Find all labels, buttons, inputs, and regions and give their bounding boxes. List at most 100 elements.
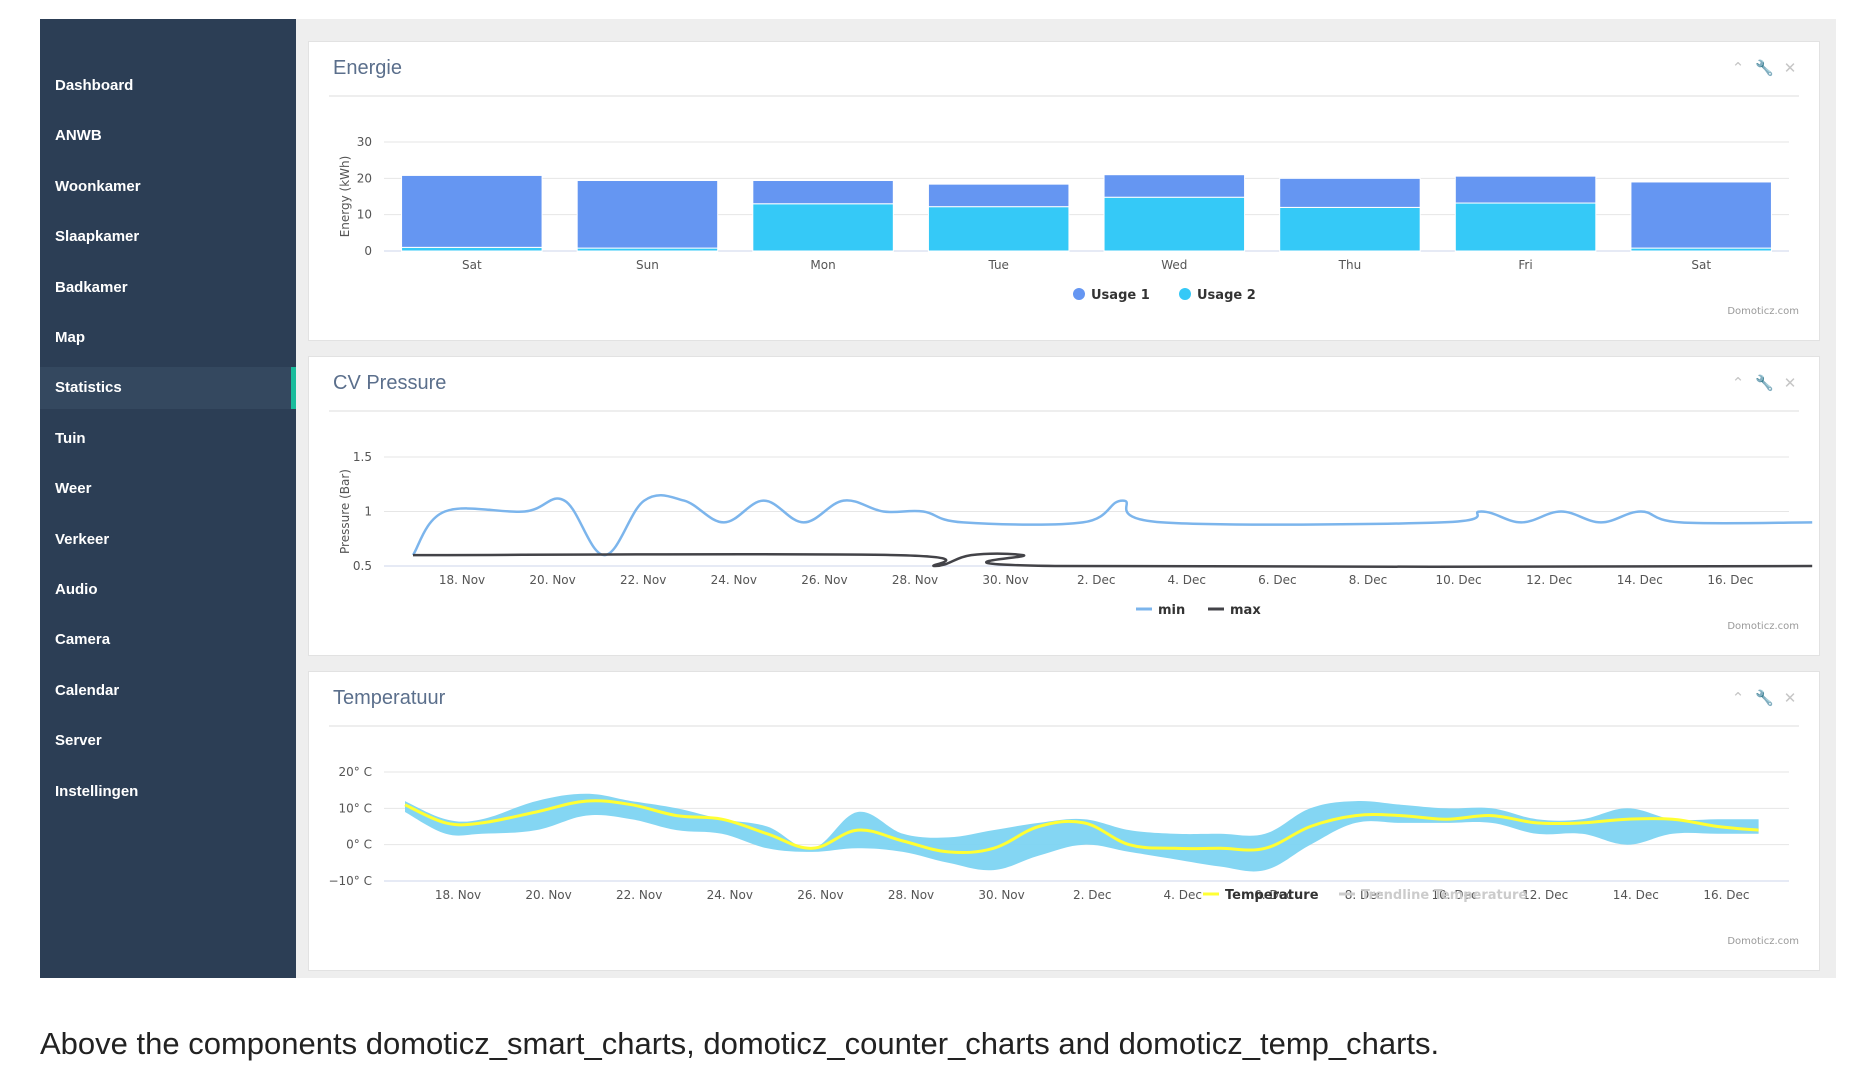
x-tick-label: 16. Dec	[1707, 573, 1753, 587]
panel-divider	[329, 725, 1799, 727]
chart-credits: Domoticz.com	[1727, 936, 1799, 947]
legend-label: Temperature	[1225, 888, 1319, 903]
sidebar-item-server[interactable]: Server	[55, 732, 102, 750]
x-tick-label: 22. Nov	[616, 888, 662, 902]
sidebar-item-audio[interactable]: Audio	[55, 581, 98, 598]
bar-usage-1	[576, 180, 719, 249]
legend-marker	[1073, 288, 1085, 300]
legend-label: Usage 2	[1197, 288, 1256, 303]
bar-usage-2	[401, 246, 543, 252]
x-tick-label: 16. Dec	[1703, 888, 1749, 902]
wrench-icon[interactable]: 🔧	[1755, 690, 1774, 707]
temperatuur-panel: Temperatuur ⌃ 🔧 ✕ −10° C 0° C 10° C 20° C 18…	[308, 671, 1820, 971]
x-tick-label: 8. Dec	[1349, 573, 1387, 587]
y-tick-label: 0° C	[346, 838, 372, 852]
x-tick-label: 24. Nov	[711, 573, 757, 587]
x-tick-label: 10. Dec	[1436, 573, 1482, 587]
legend-label: min	[1158, 603, 1185, 618]
x-tick-label: Tue	[987, 258, 1009, 272]
caption-text: Above the components domoticz_smart_char…	[40, 1026, 1440, 1061]
bar-usage-1	[1279, 177, 1421, 208]
bar-usage-1	[1630, 181, 1772, 249]
x-tick-label: 30. Nov	[982, 573, 1028, 587]
sidebar-item-woonkamer[interactable]: Woonkamer	[55, 177, 141, 195]
x-tick-label: Thu	[1338, 258, 1362, 272]
x-tick-label: Sun	[636, 258, 659, 272]
x-tick-label: Wed	[1161, 258, 1187, 272]
close-icon[interactable]: ✕	[1783, 690, 1797, 707]
chart-credits: Domoticz.com	[1727, 621, 1799, 632]
energie-chart: 0 10 20 30 Energy (kWh) Sat Sun Mon Tue Wed Thu Fri…	[338, 135, 1799, 317]
sidebar-item-slaapkamer[interactable]: Slaapkamer	[55, 228, 140, 246]
close-icon[interactable]: ✕	[1783, 60, 1797, 77]
chevron-up-icon[interactable]: ⌃	[1731, 60, 1745, 77]
x-tick-label: 14. Dec	[1617, 573, 1663, 587]
sidebar-item-statistics[interactable]: Statistics	[40, 367, 296, 410]
y-axis-label: Energy (kWh)	[338, 156, 352, 238]
x-tick-label: 2. Dec	[1073, 888, 1111, 902]
close-icon[interactable]: ✕	[1783, 375, 1797, 392]
x-tick-label: 2. Dec	[1077, 573, 1115, 587]
x-tick-label: 26. Nov	[797, 888, 843, 902]
y-tick-label: 10	[357, 208, 372, 222]
y-tick-label: 20° C	[339, 765, 372, 779]
bar-usage-2	[1103, 196, 1246, 252]
temperatuur-chart: −10° C 0° C 10° C 20° C 18. Nov 20. Nov 22. No…	[328, 765, 1799, 947]
sidebar-item-badkamer[interactable]: Badkamer	[55, 278, 128, 296]
energie-panel: Energie ⌃ 🔧 ✕ 0 10 20 30 Energy (kWh) Sat Sun M…	[308, 41, 1820, 341]
x-tick-label: 20. Nov	[525, 888, 571, 902]
chevron-up-icon[interactable]: ⌃	[1731, 690, 1745, 707]
app-screen: Dashboard ANWB Woonkamer Slaapkamer Badkamer…	[40, 19, 1836, 978]
bar-usage-1	[752, 180, 894, 205]
series-line-max	[412, 552, 1813, 569]
x-tick-label: 14. Dec	[1613, 888, 1659, 902]
y-tick-label: 0	[364, 244, 372, 258]
bar-usage-2	[1454, 202, 1597, 252]
x-tick-label: Fri	[1518, 258, 1532, 272]
y-tick-label: 30	[357, 135, 372, 149]
wrench-icon[interactable]: 🔧	[1755, 60, 1774, 77]
chart-credits: Domoticz.com	[1727, 306, 1799, 317]
sidebar-item-map[interactable]: Map	[55, 329, 85, 346]
x-tick-label: Sat	[462, 258, 482, 272]
x-tick-label: 4. Dec	[1168, 573, 1206, 587]
y-tick-label: 1.5	[353, 450, 372, 464]
sidebar: Dashboard ANWB Woonkamer Slaapkamer Badkamer…	[40, 19, 296, 978]
bar-usage-1	[927, 183, 1070, 208]
x-tick-label: 8. Dec	[1345, 888, 1383, 902]
x-tick-label: 10. Dec	[1432, 888, 1478, 902]
y-axis-label: Pressure (Bar)	[338, 469, 352, 554]
x-tick-label: 12. Dec	[1526, 573, 1572, 587]
sidebar-item-instellingen[interactable]: Instellingen	[55, 782, 139, 800]
legend-label: Trendline Temperature	[1361, 888, 1527, 903]
bar-usage-2	[927, 206, 1070, 252]
panel-divider	[329, 95, 1799, 97]
panel-title: Energie	[333, 57, 402, 79]
chevron-up-icon[interactable]: ⌃	[1731, 375, 1745, 392]
x-tick-label: 22. Nov	[620, 573, 666, 587]
sidebar-item-calendar[interactable]: Calendar	[55, 681, 120, 699]
x-tick-label: 26. Nov	[801, 573, 847, 587]
bar-usage-2	[752, 203, 894, 252]
sidebar-item-tuin[interactable]: Tuin	[55, 429, 86, 447]
x-tick-label: 28. Nov	[888, 888, 934, 902]
wrench-icon[interactable]: 🔧	[1755, 375, 1774, 392]
bar-usage-1	[401, 174, 543, 248]
x-tick-label: 28. Nov	[892, 573, 938, 587]
x-tick-label: 30. Nov	[978, 888, 1024, 902]
temperature-range-area	[405, 793, 1759, 872]
bar-usage-2	[1279, 206, 1421, 252]
sidebar-item-camera[interactable]: Camera	[55, 631, 111, 649]
main-content: Energie ⌃ 🔧 ✕ 0 10 20 30 Energy (kWh) Sat Sun M…	[296, 19, 1836, 978]
cv-pressure-panel: CV Pressure ⌃ 🔧 ✕ 0.5 1 1.5 Pressure (Bar) 1…	[308, 356, 1820, 656]
sidebar-item-verkeer[interactable]: Verkeer	[55, 530, 110, 548]
sidebar-item-anwb[interactable]: ANWB	[55, 127, 102, 145]
sidebar-item-weer[interactable]: Weer	[55, 480, 92, 498]
y-tick-label: −10° C	[328, 874, 372, 888]
x-tick-label: 6. Dec	[1258, 573, 1296, 587]
sidebar-item-dashboard[interactable]: Dashboard	[55, 77, 134, 94]
x-tick-label: 20. Nov	[529, 573, 575, 587]
x-tick-label: 24. Nov	[707, 888, 753, 902]
x-tick-label: 18. Nov	[439, 573, 485, 587]
